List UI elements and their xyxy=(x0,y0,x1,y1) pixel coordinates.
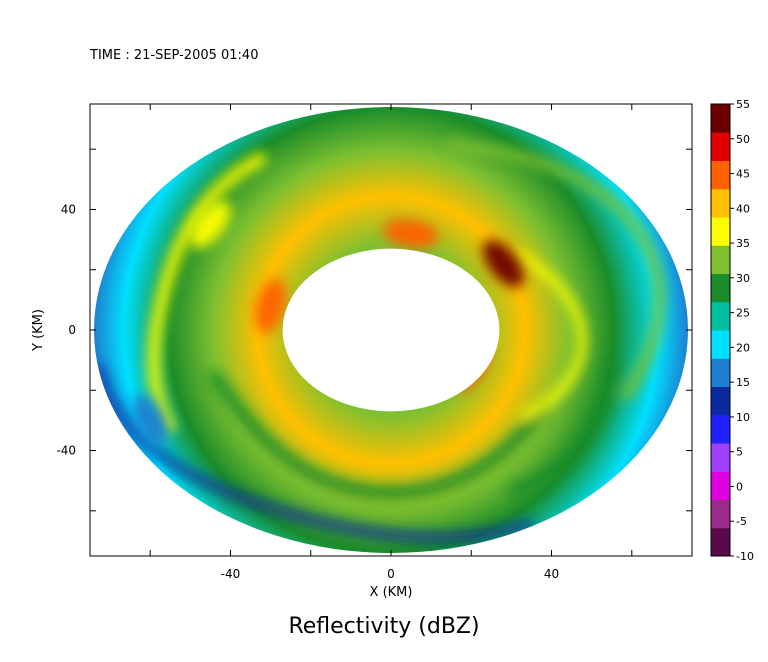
colorbar-tick-label: 0 xyxy=(736,480,743,493)
rainband xyxy=(146,152,267,434)
colorbar-segment xyxy=(711,330,730,359)
reflectivity-cell xyxy=(482,240,524,288)
colorbar: -10 -5 0 5 10 15 20 25 30 35 40 45 50 55 xyxy=(710,98,754,563)
colorbar-tick-label: -5 xyxy=(736,515,747,528)
colorbar-tick-label: 5 xyxy=(736,446,743,459)
colorbar-tick-label: -10 xyxy=(736,550,754,563)
colorbar-frame xyxy=(710,103,731,557)
colorbar-segment xyxy=(711,188,730,218)
colorbar-tick-label: 35 xyxy=(736,237,750,250)
reflectivity-cell xyxy=(132,394,168,447)
colorbar-tick-label: 50 xyxy=(736,133,750,146)
x-tick-label: 0 xyxy=(387,567,395,581)
colorbar-segment xyxy=(711,104,730,133)
rainband xyxy=(208,370,552,500)
y-axis-label: Y (KM) xyxy=(31,309,46,352)
y-tick-label: 0 xyxy=(68,323,76,337)
colorbar-segment xyxy=(711,301,730,331)
colorbar-segment xyxy=(711,471,730,500)
x-axis-label: X (KM) xyxy=(370,585,413,600)
reflectivity-ring xyxy=(94,107,688,553)
time-label: TIME : 21-SEP-2005 01:40 xyxy=(90,48,259,63)
ring-texture xyxy=(94,139,666,543)
colorbar-segment xyxy=(711,217,730,246)
rainband xyxy=(508,359,619,497)
y-tick-label: 40 xyxy=(61,202,76,216)
colorbar-tick-label: 15 xyxy=(736,376,750,389)
axes: -40 0 40 -40 0 40 xyxy=(56,104,692,581)
reflectivity-cell xyxy=(189,200,231,249)
rainband xyxy=(94,363,534,543)
colorbar-segment xyxy=(711,160,730,190)
colorbar-tick-label: 10 xyxy=(736,411,750,424)
colorbar-segment xyxy=(711,499,730,529)
chart-caption: Reflectivity (dBZ) xyxy=(288,614,480,639)
colorbar-tick-label: 40 xyxy=(736,202,750,215)
colorbar-segment xyxy=(711,358,730,387)
colorbar-tick-label: 30 xyxy=(736,272,750,285)
colorbar-tick-label: 20 xyxy=(736,341,750,354)
colorbar-tick-label: 25 xyxy=(736,307,750,320)
colorbar-tick-label: 45 xyxy=(736,168,750,181)
reflectivity-cell xyxy=(255,278,286,334)
x-tick-label: -40 xyxy=(221,567,241,581)
colorbar-segment xyxy=(711,245,730,274)
reflectivity-cell xyxy=(383,219,439,249)
colorbar-segment xyxy=(711,443,730,472)
rainband xyxy=(514,249,588,421)
y-tick-label: -40 xyxy=(56,444,76,458)
colorbar-segment xyxy=(711,527,730,557)
colorbar-tick-label: 55 xyxy=(736,98,750,111)
colorbar-segment xyxy=(711,132,730,161)
colorbar-segment xyxy=(711,273,730,303)
colorbar-segment xyxy=(711,386,730,416)
colorbar-segment xyxy=(711,414,730,444)
x-tick-label: 40 xyxy=(544,567,559,581)
rainband xyxy=(446,139,666,401)
